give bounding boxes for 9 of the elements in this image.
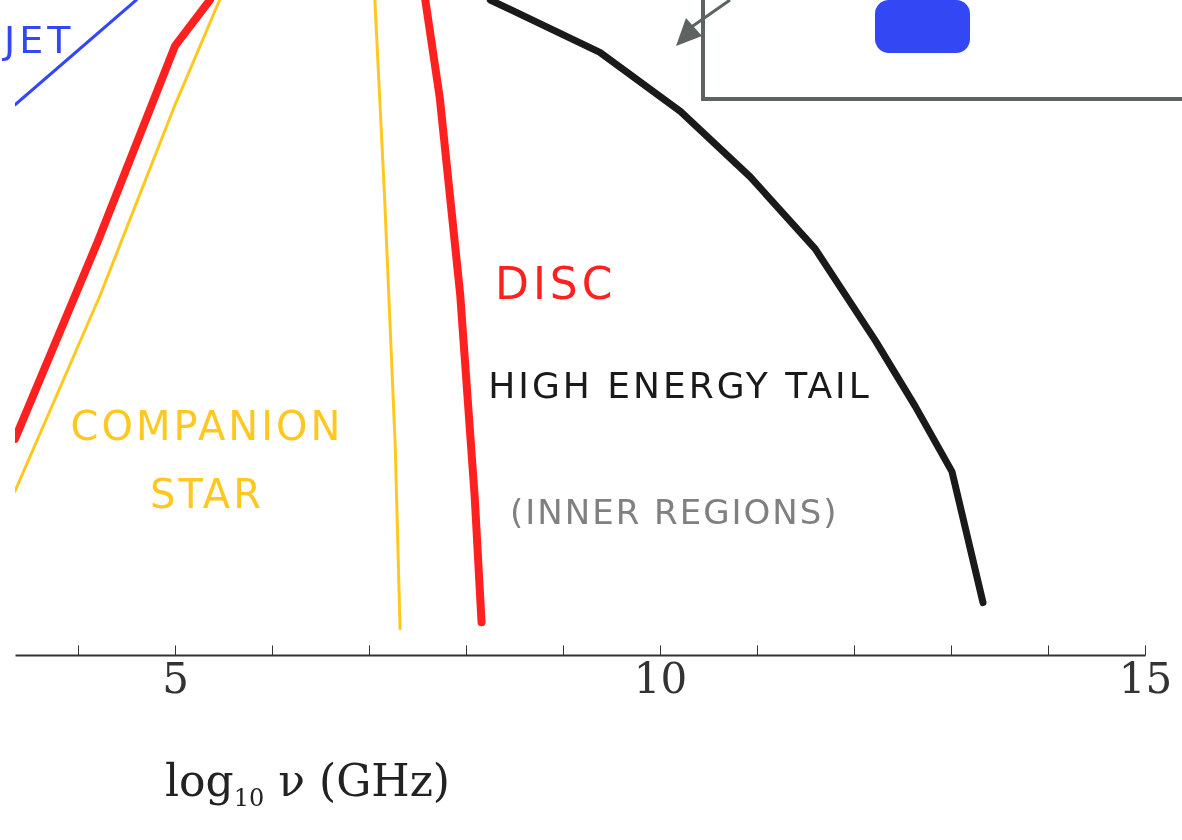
series-label: DISC xyxy=(495,258,617,309)
x-tick-label: 10 xyxy=(633,653,688,703)
series-label: COMPANION STAR xyxy=(69,402,345,519)
series-label: HIGH ENERGY TAIL xyxy=(487,364,873,408)
annotation: (INNER REGIONS) xyxy=(510,492,839,532)
x-tick-label: 15 xyxy=(1118,653,1173,703)
x-tick-label: 5 xyxy=(162,653,189,703)
series-label: JET xyxy=(4,18,75,62)
x-axis-title: log$_{10}$ ν (GHz) xyxy=(165,755,451,812)
